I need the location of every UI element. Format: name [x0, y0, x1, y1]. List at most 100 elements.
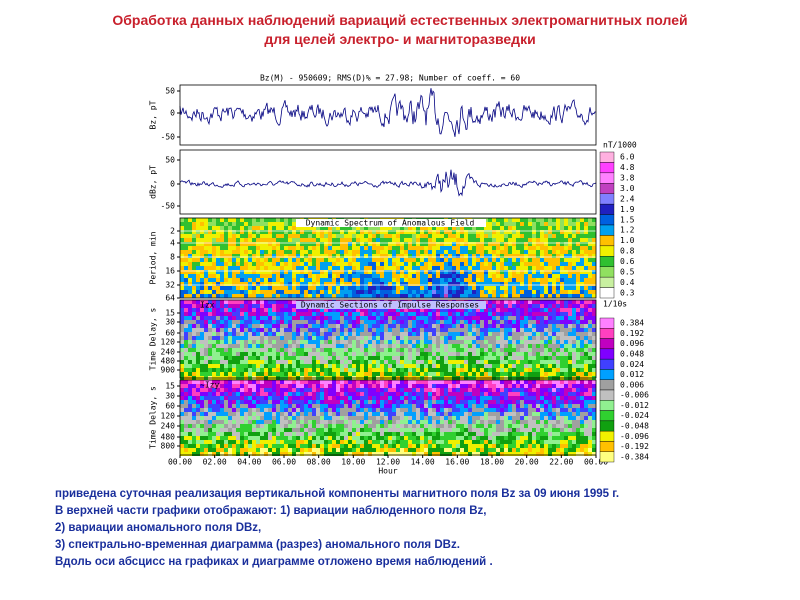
heatmap-cell: [428, 388, 432, 392]
heatmap-cell: [544, 392, 548, 396]
heatmap-cell: [280, 266, 284, 270]
heatmap-cell: [488, 388, 492, 392]
heatmap-cell: [476, 312, 480, 316]
heatmap-cell: [252, 250, 256, 254]
heatmap-cell: [448, 258, 452, 262]
heatmap-cell: [224, 294, 228, 298]
heatmap-cell: [260, 238, 264, 242]
heatmap-cell: [200, 312, 204, 316]
heatmap-cell: [448, 242, 452, 246]
heatmap-cell: [576, 278, 580, 282]
heatmap-cell: [296, 262, 300, 266]
heatmap-cell: [208, 364, 212, 368]
heatmap-cell: [524, 304, 528, 308]
heatmap-cell: [316, 254, 320, 258]
heatmap-cell: [332, 384, 336, 388]
heatmap-cell: [480, 316, 484, 320]
heatmap-cell: [408, 320, 412, 324]
heatmap-cell: [372, 226, 376, 230]
heatmap-cell: [580, 336, 584, 340]
heatmap-cell: [452, 368, 456, 372]
heatmap-cell: [556, 238, 560, 242]
heatmap-cell: [308, 270, 312, 274]
heatmap-cell: [332, 408, 336, 412]
heatmap-cell: [524, 270, 528, 274]
heatmap-cell: [568, 304, 572, 308]
heatmap-cell: [224, 384, 228, 388]
heatmap-cell: [272, 278, 276, 282]
heatmap-cell: [548, 222, 552, 226]
heatmap-cell: [460, 336, 464, 340]
heatmap-cell: [356, 316, 360, 320]
heatmap-cell: [220, 344, 224, 348]
panel-tag: Izx: [200, 301, 215, 310]
heatmap-cell: [460, 308, 464, 312]
heatmap-cell: [240, 408, 244, 412]
heatmap-cell: [416, 286, 420, 290]
heatmap-cell: [256, 246, 260, 250]
heatmap-cell: [384, 246, 388, 250]
heatmap-cell: [472, 258, 476, 262]
heatmap-cell: [516, 388, 520, 392]
heatmap-cell: [292, 254, 296, 258]
heatmap-cell: [468, 404, 472, 408]
heatmap-cell: [560, 218, 564, 222]
heatmap-cell: [580, 300, 584, 304]
heatmap-cell: [336, 312, 340, 316]
heatmap-cell: [200, 282, 204, 286]
heatmap-cell: [240, 404, 244, 408]
heatmap-cell: [276, 340, 280, 344]
heatmap-cell: [300, 396, 304, 400]
heatmap-cell: [408, 316, 412, 320]
heatmap-cell: [188, 246, 192, 250]
heatmap-cell: [396, 312, 400, 316]
heatmap-cell: [376, 360, 380, 364]
heatmap-cell: [304, 360, 308, 364]
heatmap-cell: [368, 278, 372, 282]
heatmap-cell: [256, 396, 260, 400]
heatmap-cell: [468, 238, 472, 242]
heatmap-cell: [192, 300, 196, 304]
heatmap-cell: [352, 238, 356, 242]
heatmap-cell: [224, 230, 228, 234]
heatmap-cell: [368, 308, 372, 312]
heatmap-cell: [500, 274, 504, 278]
heatmap-cell: [584, 340, 588, 344]
heatmap-cell: [328, 332, 332, 336]
heatmap-cell: [560, 332, 564, 336]
heatmap-cell: [580, 304, 584, 308]
heatmap-cell: [472, 332, 476, 336]
heatmap-cell: [540, 316, 544, 320]
heatmap-cell: [272, 372, 276, 376]
heatmap-cell: [524, 308, 528, 312]
heatmap-cell: [564, 270, 568, 274]
heatmap-cell: [212, 352, 216, 356]
heatmap-cell: [420, 352, 424, 356]
heatmap-cell: [556, 308, 560, 312]
heatmap-cell: [368, 226, 372, 230]
heatmap-cell: [384, 234, 388, 238]
heatmap-cell: [364, 360, 368, 364]
heatmap-cell: [528, 238, 532, 242]
heatmap-cell: [368, 286, 372, 290]
heatmap-cell: [320, 278, 324, 282]
heatmap-cell: [420, 340, 424, 344]
heatmap-cell: [580, 262, 584, 266]
heatmap-cell: [232, 312, 236, 316]
heatmap-cell: [244, 396, 248, 400]
heatmap-cell: [228, 294, 232, 298]
heatmap-cell: [204, 300, 208, 304]
heatmap-cell: [308, 360, 312, 364]
heatmap-cell: [332, 242, 336, 246]
heatmap-cell: [400, 348, 404, 352]
heatmap-cell: [576, 316, 580, 320]
heatmap-cell: [584, 352, 588, 356]
heatmap-cell: [316, 282, 320, 286]
heatmap-cell: [436, 328, 440, 332]
heatmap-cell: [480, 352, 484, 356]
heatmap-cell: [300, 392, 304, 396]
heatmap-cell: [320, 320, 324, 324]
heatmap-cell: [348, 258, 352, 262]
heatmap-cell: [468, 328, 472, 332]
heatmap-cell: [544, 242, 548, 246]
